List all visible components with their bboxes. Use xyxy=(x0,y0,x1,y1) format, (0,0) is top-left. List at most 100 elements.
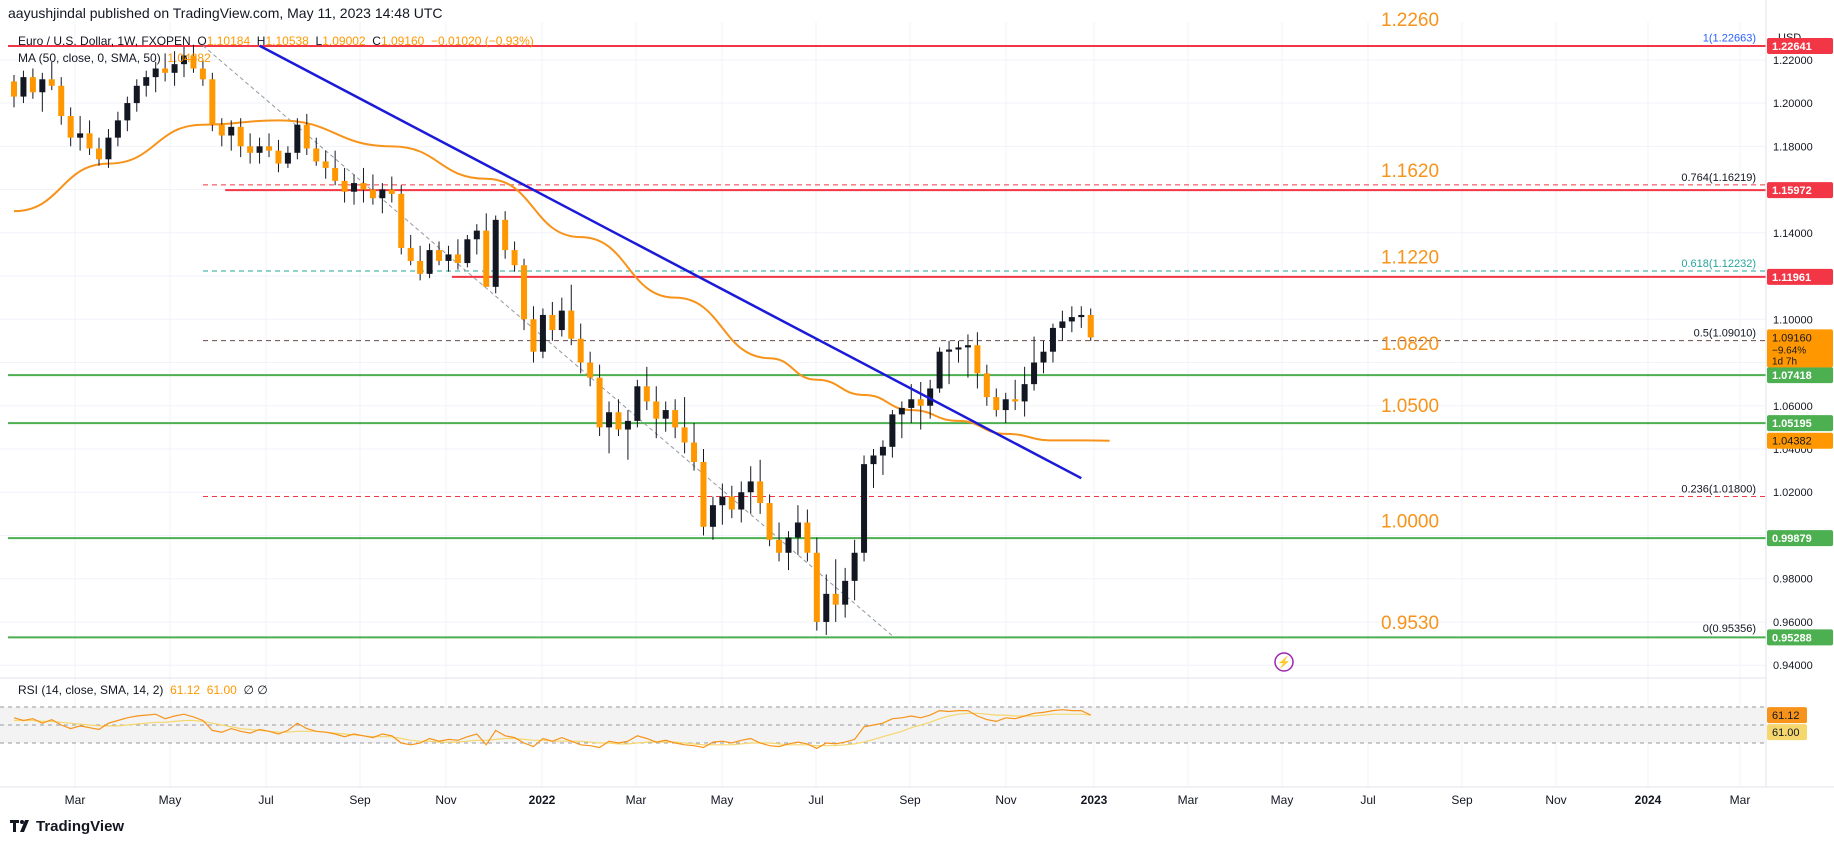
level-price-text: 0.99879 xyxy=(1772,533,1812,545)
x-tick-label: Jul xyxy=(258,793,273,807)
high-label: H xyxy=(256,34,266,48)
fib-label: 0(0.95356) xyxy=(1703,623,1756,635)
candle-body xyxy=(889,414,896,447)
candle-body xyxy=(757,481,764,504)
candle-body xyxy=(181,55,188,65)
candle-body xyxy=(266,146,273,151)
x-tick-label: Mar xyxy=(65,793,86,807)
level-price-text: 1.05195 xyxy=(1772,418,1812,430)
candle-body xyxy=(804,522,811,553)
candle-body xyxy=(861,464,868,553)
candle-body xyxy=(1049,327,1056,352)
candle-body xyxy=(794,522,801,538)
candle-body xyxy=(955,347,962,350)
y-tick-label: 1.22000 xyxy=(1773,55,1813,67)
trendline[interactable] xyxy=(258,44,1082,480)
price-axis[interactable]: USD0.940000.960000.980001.000001.020001.… xyxy=(1765,0,1833,787)
candle-body xyxy=(294,124,301,153)
price-badge xyxy=(1767,432,1833,449)
candle-body xyxy=(464,239,471,264)
candle-body xyxy=(974,345,981,374)
candle-body xyxy=(133,85,140,104)
fib-retracement: 1(1.22663) 0.764(1.16219) 0.618(1.12232) 0.… xyxy=(202,33,1766,637)
candle-body xyxy=(388,189,395,194)
candle-body xyxy=(114,120,121,138)
candle-body xyxy=(719,496,726,506)
candle-body xyxy=(549,314,556,331)
candle-body xyxy=(728,496,735,510)
y-tick-label: 0.94000 xyxy=(1773,660,1813,672)
x-tick-label: 2023 xyxy=(1081,793,1108,807)
candle-body xyxy=(587,362,594,378)
candle-body xyxy=(917,399,924,406)
time-axis[interactable]: Mar May Jul Sep Nov 2022 Mar May Jul Sep Nov 2023 Ma… xyxy=(0,786,1834,807)
y-tick-label: 1.06000 xyxy=(1773,401,1813,413)
candle-body xyxy=(190,55,197,69)
symbol-legend[interactable]: Euro / U.S. Dollar, 1W, FXOPEN O1.10184 … xyxy=(18,34,534,48)
candle-body xyxy=(11,81,17,97)
level-price-badge xyxy=(1767,268,1833,285)
candle-body xyxy=(256,146,263,153)
ma50-line xyxy=(13,119,1110,442)
candle-body xyxy=(284,152,291,164)
candle-body xyxy=(58,85,65,117)
level-price-text: 1.22641 xyxy=(1772,41,1812,53)
price-badge-sub: −9.64% xyxy=(1772,345,1806,356)
x-tick-label: Jul xyxy=(808,793,823,807)
rsi-sma-badge xyxy=(1767,724,1807,741)
candle-body xyxy=(369,189,376,199)
candle-body xyxy=(417,260,424,274)
candle-body xyxy=(568,310,575,339)
candle-body xyxy=(558,310,565,331)
level-price-text: 1.15972 xyxy=(1772,185,1812,197)
level-price-text: 1.07418 xyxy=(1772,370,1812,382)
fib-label: 0.764(1.16219) xyxy=(1681,172,1756,184)
close-label: C xyxy=(372,34,381,48)
open-value: 1.10184 xyxy=(206,34,251,48)
level-price-badge xyxy=(1767,629,1833,646)
y-tick-label: 1.20000 xyxy=(1773,98,1813,110)
candle-body xyxy=(672,410,679,428)
candle-body xyxy=(936,351,943,389)
candle-body xyxy=(407,247,414,261)
candle-body xyxy=(1031,362,1038,385)
level-label: 1.0000 xyxy=(1381,511,1439,532)
candle-body xyxy=(20,77,27,97)
candle-body xyxy=(993,397,1000,411)
candle-body xyxy=(842,580,849,605)
level-price-badge xyxy=(1767,37,1833,54)
candle-body xyxy=(596,377,603,428)
price-badge-text: 1.09160 xyxy=(1772,332,1812,344)
x-tick-label: Mar xyxy=(1178,793,1199,807)
x-tick-label: Sep xyxy=(349,793,371,807)
candle-body xyxy=(29,77,36,93)
y-tick-label: 1.02000 xyxy=(1773,487,1813,499)
candle-body xyxy=(709,505,716,527)
candle-body xyxy=(379,189,386,199)
candle-body xyxy=(521,265,528,320)
rsi-value: 61.12 xyxy=(170,683,201,697)
candle-body xyxy=(228,126,235,136)
candle-body xyxy=(662,410,669,419)
moving-average-line xyxy=(13,119,1110,442)
candle-body xyxy=(870,455,877,465)
candle-body xyxy=(823,593,830,622)
rsi-value-badge xyxy=(1767,707,1807,724)
tradingview-brand[interactable]: TradingView xyxy=(10,818,124,835)
rsi-legend[interactable]: RSI (14, close, SMA, 14, 2) 61.12 61.00 … xyxy=(18,683,268,697)
candle-body xyxy=(171,64,178,73)
candle-body xyxy=(1012,399,1019,402)
ma-legend[interactable]: MA (50, close, 0, SMA, 50) 1.04382 xyxy=(18,51,211,65)
candle-body xyxy=(143,77,150,86)
level-labels: 1.2260 1.1620 1.1220 1.0820 1.0500 1.0000 0.95… xyxy=(1381,10,1439,634)
alert-icon[interactable]: ⚡ xyxy=(1274,652,1294,672)
y-tick-label: 0.96000 xyxy=(1773,617,1813,629)
candle-body xyxy=(303,124,310,149)
level-price-badge xyxy=(1767,367,1833,384)
price-badge-sub: 1d 7h xyxy=(1772,356,1797,367)
candle-body xyxy=(898,407,905,415)
price-badge xyxy=(1767,329,1833,368)
level-label: 1.1220 xyxy=(1381,248,1439,269)
